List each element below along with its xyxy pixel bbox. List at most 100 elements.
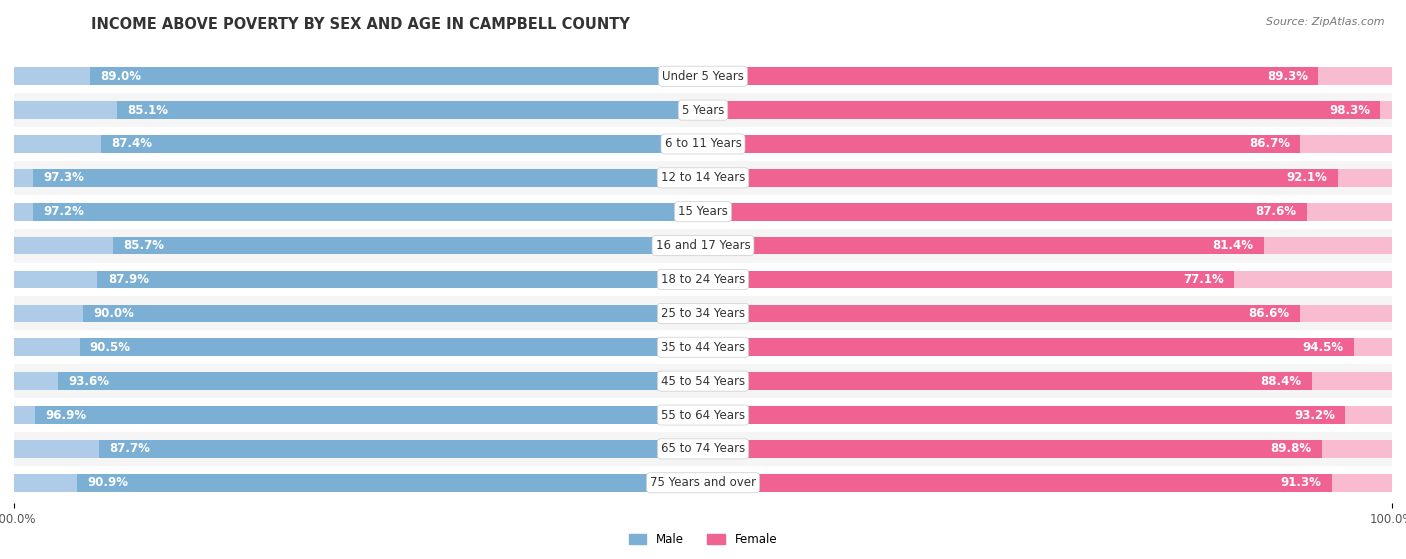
- Bar: [97, 271, 703, 288]
- Bar: [703, 101, 1381, 119]
- Bar: [117, 101, 703, 119]
- Text: 85.7%: 85.7%: [122, 239, 165, 252]
- Bar: [14, 101, 703, 119]
- Text: 93.2%: 93.2%: [1294, 409, 1334, 421]
- Text: Source: ZipAtlas.com: Source: ZipAtlas.com: [1267, 17, 1385, 27]
- Bar: [14, 59, 1392, 93]
- Bar: [83, 305, 703, 322]
- Bar: [112, 237, 703, 254]
- Bar: [14, 229, 1392, 263]
- Text: 55 to 64 Years: 55 to 64 Years: [661, 409, 745, 421]
- Text: 89.3%: 89.3%: [1267, 70, 1308, 83]
- Text: 97.3%: 97.3%: [44, 172, 84, 184]
- Text: 5 Years: 5 Years: [682, 103, 724, 117]
- Text: INCOME ABOVE POVERTY BY SEX AND AGE IN CAMPBELL COUNTY: INCOME ABOVE POVERTY BY SEX AND AGE IN C…: [91, 17, 630, 32]
- Text: 81.4%: 81.4%: [1212, 239, 1254, 252]
- Bar: [80, 338, 703, 356]
- Bar: [703, 101, 1392, 119]
- Bar: [703, 305, 1299, 322]
- Text: 18 to 24 Years: 18 to 24 Years: [661, 273, 745, 286]
- Text: 90.9%: 90.9%: [87, 476, 128, 489]
- Legend: Male, Female: Male, Female: [624, 528, 782, 551]
- Text: 91.3%: 91.3%: [1281, 476, 1322, 489]
- Bar: [14, 271, 703, 288]
- Bar: [77, 474, 703, 491]
- Bar: [32, 169, 703, 187]
- Text: 89.8%: 89.8%: [1270, 442, 1312, 456]
- Bar: [703, 338, 1392, 356]
- Bar: [14, 372, 703, 390]
- Bar: [703, 237, 1264, 254]
- Text: 97.2%: 97.2%: [44, 205, 84, 218]
- Bar: [703, 68, 1319, 85]
- Bar: [98, 440, 703, 458]
- Bar: [703, 135, 1301, 153]
- Bar: [703, 271, 1392, 288]
- Bar: [14, 466, 1392, 500]
- Bar: [14, 305, 703, 322]
- Text: 85.1%: 85.1%: [127, 103, 169, 117]
- Text: 75 Years and over: 75 Years and over: [650, 476, 756, 489]
- Text: 96.9%: 96.9%: [46, 409, 87, 421]
- Bar: [14, 203, 703, 221]
- Bar: [14, 296, 1392, 330]
- Text: 87.6%: 87.6%: [1256, 205, 1296, 218]
- Bar: [14, 406, 703, 424]
- Bar: [14, 161, 1392, 195]
- Text: 12 to 14 Years: 12 to 14 Years: [661, 172, 745, 184]
- Bar: [14, 330, 1392, 364]
- Bar: [703, 237, 1392, 254]
- Text: Under 5 Years: Under 5 Years: [662, 70, 744, 83]
- Bar: [703, 271, 1234, 288]
- Bar: [703, 169, 1392, 187]
- Bar: [14, 440, 703, 458]
- Text: 87.7%: 87.7%: [110, 442, 150, 456]
- Bar: [14, 68, 703, 85]
- Text: 90.5%: 90.5%: [90, 341, 131, 354]
- Bar: [703, 203, 1392, 221]
- Bar: [101, 135, 703, 153]
- Bar: [703, 406, 1392, 424]
- Bar: [34, 203, 703, 221]
- Bar: [14, 432, 1392, 466]
- Text: 16 and 17 Years: 16 and 17 Years: [655, 239, 751, 252]
- Bar: [14, 127, 1392, 161]
- Text: 98.3%: 98.3%: [1329, 103, 1369, 117]
- Text: 35 to 44 Years: 35 to 44 Years: [661, 341, 745, 354]
- Text: 92.1%: 92.1%: [1286, 172, 1327, 184]
- Bar: [14, 338, 703, 356]
- Text: 86.7%: 86.7%: [1249, 138, 1289, 150]
- Text: 6 to 11 Years: 6 to 11 Years: [665, 138, 741, 150]
- Text: 90.0%: 90.0%: [93, 307, 134, 320]
- Bar: [14, 398, 1392, 432]
- Bar: [703, 440, 1322, 458]
- Text: 15 Years: 15 Years: [678, 205, 728, 218]
- Bar: [703, 338, 1354, 356]
- Bar: [703, 474, 1392, 491]
- Text: 25 to 34 Years: 25 to 34 Years: [661, 307, 745, 320]
- Bar: [14, 263, 1392, 296]
- Bar: [703, 372, 1392, 390]
- Bar: [703, 135, 1392, 153]
- Bar: [703, 203, 1306, 221]
- Bar: [703, 474, 1331, 491]
- Bar: [703, 406, 1346, 424]
- Text: 86.6%: 86.6%: [1249, 307, 1289, 320]
- Bar: [14, 237, 703, 254]
- Text: 88.4%: 88.4%: [1261, 375, 1302, 387]
- Bar: [14, 93, 1392, 127]
- Bar: [703, 372, 1312, 390]
- Text: 87.9%: 87.9%: [108, 273, 149, 286]
- Bar: [703, 440, 1392, 458]
- Bar: [35, 406, 703, 424]
- Bar: [58, 372, 703, 390]
- Text: 94.5%: 94.5%: [1302, 341, 1344, 354]
- Bar: [90, 68, 703, 85]
- Bar: [14, 474, 703, 491]
- Bar: [14, 195, 1392, 229]
- Bar: [703, 305, 1392, 322]
- Text: 77.1%: 77.1%: [1182, 273, 1223, 286]
- Bar: [14, 364, 1392, 398]
- Text: 93.6%: 93.6%: [69, 375, 110, 387]
- Bar: [703, 68, 1392, 85]
